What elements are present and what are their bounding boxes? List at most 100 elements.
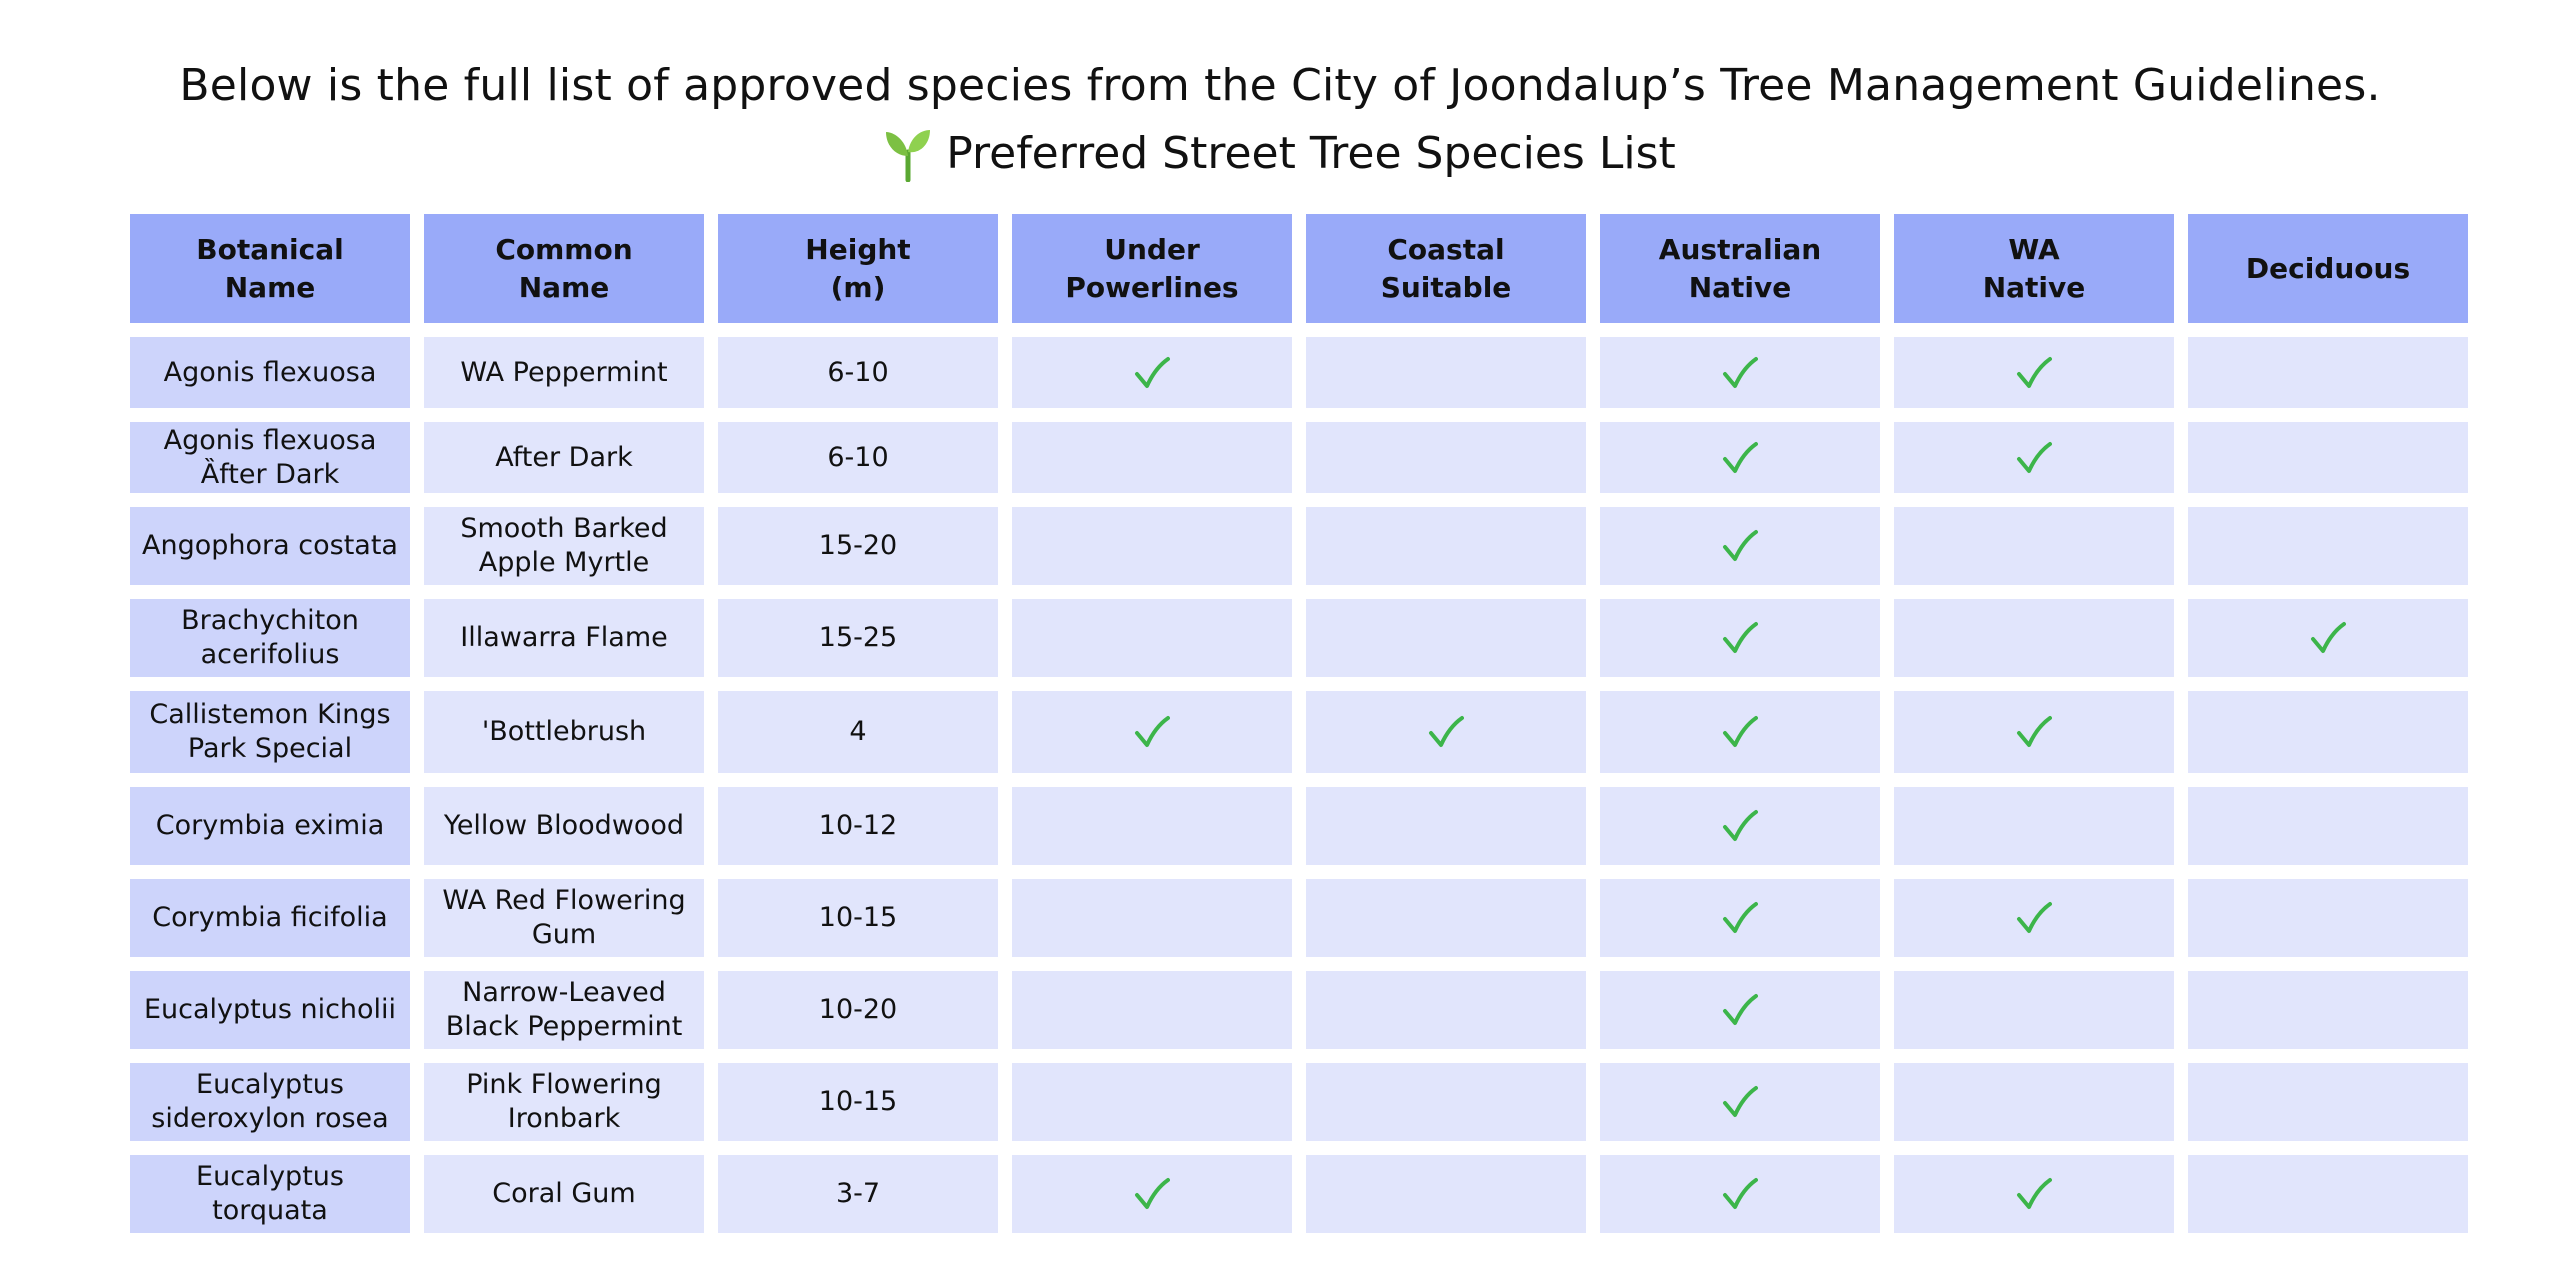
cell-under-powerlines (1012, 422, 1292, 493)
header-line: Powerlines (1065, 270, 1239, 304)
col-header-common-name: Common Name (424, 214, 704, 323)
cell-australian-native (1600, 422, 1880, 493)
header-line: Name (224, 270, 316, 304)
check-icon (2017, 1178, 2052, 1209)
col-header-australian-native: Australian Native (1600, 214, 1880, 323)
cell-australian-native (1600, 337, 1880, 408)
cell-coastal-suitable (1306, 879, 1586, 957)
cell-deciduous (2188, 1063, 2468, 1141)
cell-wa-native (1894, 971, 2174, 1049)
cell-deciduous (2188, 691, 2468, 773)
cell-deciduous (2188, 507, 2468, 585)
header-line: WA (2008, 232, 2060, 266)
cell-height: 15-25 (718, 599, 998, 677)
col-header-coastal-suitable: Coastal Suitable (1306, 214, 1586, 323)
cell-coastal-suitable (1306, 1063, 1586, 1141)
header-line: Height (805, 232, 911, 266)
cell-wa-native (1894, 337, 2174, 408)
header-line: Coastal (1387, 232, 1505, 266)
cell-deciduous (2188, 879, 2468, 957)
table-row: Corymbia eximia Yellow Bloodwood 10-12 (130, 787, 2468, 865)
cell-australian-native (1600, 1063, 1880, 1141)
check-icon (2017, 902, 2052, 933)
cell-coastal-suitable (1306, 691, 1586, 773)
cell-common-name: Illawarra Flame (424, 599, 704, 677)
table-row: Corymbia ficifolia WA Red Flowering Gum 10… (130, 879, 2468, 957)
cell-botanical-name: Agonis flexuosa Ȁfter Dark (130, 422, 410, 493)
cell-height: 4 (718, 691, 998, 773)
cell-wa-native (1894, 422, 2174, 493)
cell-botanical-name: Angophora costata (130, 507, 410, 585)
check-icon (1723, 902, 1758, 933)
cell-deciduous (2188, 971, 2468, 1049)
table-row: Eucalyptus sideroxylon rosea Pink Floweri… (130, 1063, 2468, 1141)
cell-deciduous (2188, 422, 2468, 493)
header-line: Under (1104, 232, 1200, 266)
cell-australian-native (1600, 691, 1880, 773)
header-line: Common (495, 232, 633, 266)
cell-under-powerlines (1012, 599, 1292, 677)
cell-botanical-name: Agonis flexuosa (130, 337, 410, 408)
cell-deciduous (2188, 787, 2468, 865)
table-row: Angophora costata Smooth Barked Apple Myr… (130, 507, 2468, 585)
cell-wa-native (1894, 1063, 2174, 1141)
cell-wa-native (1894, 787, 2174, 865)
header-line: Native (1982, 270, 2086, 304)
cell-height: 10-12 (718, 787, 998, 865)
check-icon (2311, 622, 2346, 653)
check-icon (1135, 356, 1170, 388)
check-icon (1135, 716, 1170, 747)
header-line: Australian (1658, 232, 1822, 266)
intro-text: Below is the full list of approved speci… (179, 60, 2381, 111)
cell-common-name: Pink Flowering Ironbark (424, 1063, 704, 1141)
cell-deciduous (2188, 337, 2468, 408)
col-header-deciduous: Deciduous (2188, 214, 2468, 323)
cell-common-name: Yellow Bloodwood (424, 787, 704, 865)
seedling-icon (886, 130, 931, 182)
cell-botanical-name: Callistemon Kings Park Special (130, 691, 410, 773)
cell-botanical-name: Brachychiton acerifolius (130, 599, 410, 677)
cell-under-powerlines (1012, 507, 1292, 585)
col-header-height: Height (m) (718, 214, 998, 323)
cell-under-powerlines (1012, 1155, 1292, 1233)
cell-wa-native (1894, 1155, 2174, 1233)
check-icon (1135, 1178, 1170, 1209)
header-line: (m) (830, 270, 886, 304)
cell-under-powerlines (1012, 879, 1292, 957)
check-icon (1723, 622, 1758, 653)
check-icon (1723, 1178, 1758, 1209)
cell-coastal-suitable (1306, 1155, 1586, 1233)
check-icon (2017, 716, 2052, 747)
cell-common-name: WA Peppermint (424, 337, 704, 408)
table-row: Agonis flexuosa WA Peppermint 6-10 (130, 337, 2468, 408)
cell-wa-native (1894, 507, 2174, 585)
cell-height: 10-15 (718, 879, 998, 957)
cell-under-powerlines (1012, 787, 1292, 865)
cell-under-powerlines (1012, 691, 1292, 773)
check-icon (1723, 356, 1758, 388)
cell-coastal-suitable (1306, 599, 1586, 677)
cell-botanical-name: Corymbia eximia (130, 787, 410, 865)
table-row: Brachychiton acerifolius Illawarra Flame 1… (130, 599, 2468, 677)
check-icon (2017, 441, 2052, 473)
cell-botanical-name: Eucalyptus sideroxylon rosea (130, 1063, 410, 1141)
cell-australian-native (1600, 599, 1880, 677)
cell-common-name: After Dark (424, 422, 704, 493)
cell-coastal-suitable (1306, 507, 1586, 585)
cell-botanical-name: Eucalyptus nicholii (130, 971, 410, 1049)
cell-wa-native (1894, 879, 2174, 957)
cell-common-name: Smooth Barked Apple Myrtle (424, 507, 704, 585)
col-header-under-powerlines: Under Powerlines (1012, 214, 1292, 323)
page-title: Preferred Street Tree Species List (0, 124, 2560, 184)
cell-height: 6-10 (718, 422, 998, 493)
species-table: Botanical Name Common Name Height (m) Under… (116, 200, 2482, 1247)
header-line: Suitable (1380, 270, 1512, 304)
cell-height: 6-10 (718, 337, 998, 408)
table-row: Callistemon Kings Park Special 'Bottlebru… (130, 691, 2468, 773)
cell-coastal-suitable (1306, 422, 1586, 493)
cell-coastal-suitable (1306, 971, 1586, 1049)
cell-common-name: 'Bottlebrush (424, 691, 704, 773)
header-line: Native (1688, 270, 1792, 304)
check-icon (1429, 716, 1464, 747)
